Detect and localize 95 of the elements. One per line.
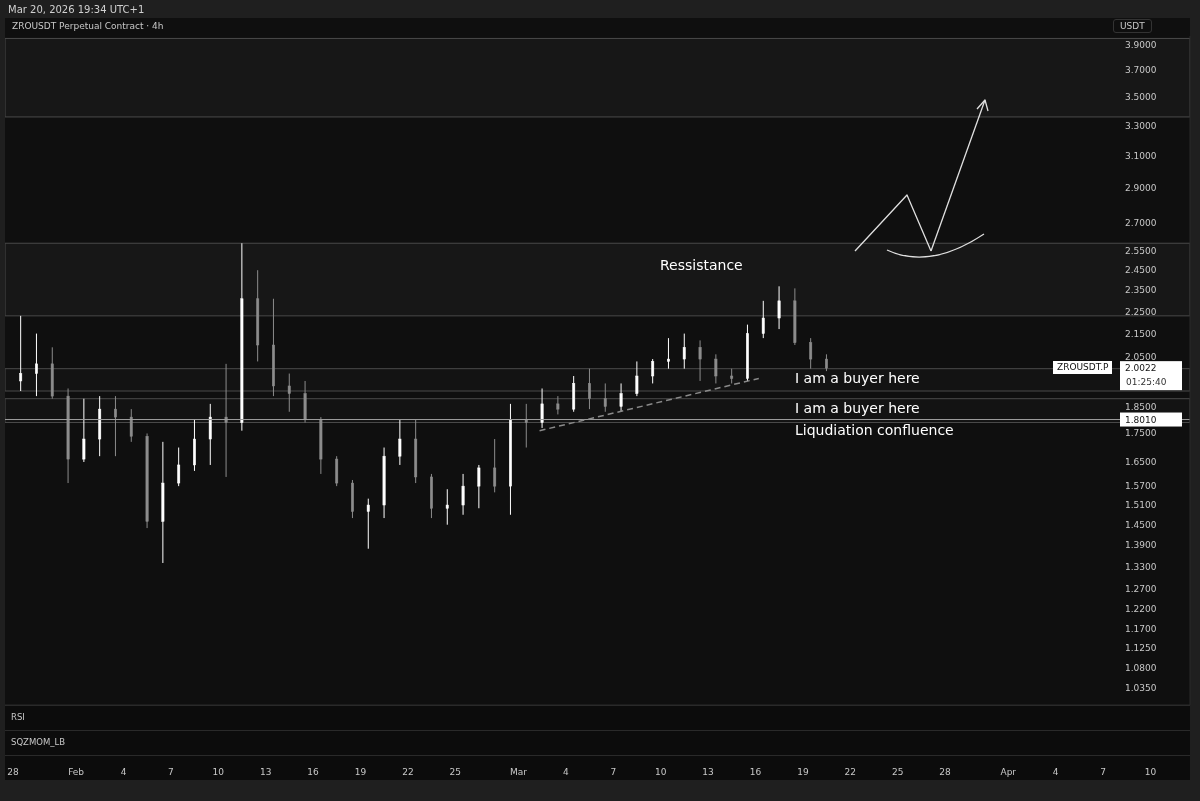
candlestick [461,473,465,516]
y-tick-label: 1.8010 [1125,414,1157,425]
annotation: ZROUSDT.P [1053,361,1113,374]
candlestick [177,447,181,487]
y-tick-label: 2.4500 [1125,265,1157,276]
candlestick [619,382,623,413]
y-tick-label: 2.3500 [1125,285,1157,296]
annotation: Ressistance [660,257,743,274]
candlestick [714,353,718,384]
y-tick-label: 1.3300 [1125,561,1157,572]
x-tick-label: 28 [939,767,952,777]
y-tick-label: 2.0022 [1125,363,1157,374]
x-tick-label: 7 [168,767,174,777]
y-tick-label: 2.9000 [1125,183,1157,194]
x-tick-label: 19 [354,767,367,777]
candlestick [35,333,38,397]
y-tick-label: 1.3900 [1125,540,1157,551]
band-label: I am a buyer here [795,369,920,386]
candlestick [287,373,291,413]
y-tick-label: 1.8500 [1125,401,1157,412]
candlestick [493,438,497,493]
x-tick-label: 10 [1144,767,1157,777]
y-tick-label: 1.5700 [1125,481,1157,492]
annotation: 01:25:40 [1126,377,1167,388]
y-tick-label: 3.5000 [1125,92,1157,103]
text: RSI [11,712,25,722]
candlestick [445,488,449,526]
candlestick [556,395,560,415]
y-tick-label: 2.7000 [1125,218,1157,229]
chart-subtitle: Mar 20, 2026 19:34 UTC+1 [8,4,145,15]
y-tick-label: 1.4500 [1125,519,1157,530]
candlestick [19,315,23,392]
y-tick-label: 1.6500 [1125,457,1157,468]
x-tick-label: 28 [7,767,19,777]
y-tick-label: 2.0500 [1125,351,1157,362]
candlestick [698,339,702,382]
x-tick-label: 7 [610,767,617,777]
candlestick [224,363,228,478]
candlestick [477,464,481,509]
x-tick-label: 10 [212,767,225,777]
candlestick [114,395,117,457]
candlestick [635,360,639,397]
x-tick-label: Mar [510,767,528,777]
candlestick [651,358,655,384]
candlestick [398,419,402,466]
x-tick-label: 25 [449,767,462,777]
chart-title: ZROUSDT Perpetual Contract · 4h [12,21,164,31]
x-tick-label: Apr [1000,767,1017,777]
x-tick-label: Feb [68,767,85,777]
x-tick-label: 4 [563,767,570,777]
x-tick-label: 10 [654,767,667,777]
y-tick-label: 1.1700 [1125,623,1157,634]
x-tick-label: 13 [259,767,272,777]
y-tick-label: 1.2700 [1125,584,1157,595]
x-tick-label: 16 [307,767,320,777]
x-tick-label: 13 [702,767,714,777]
candlestick [777,285,781,330]
y-tick-label: 2.2500 [1125,306,1157,317]
y-tick-label: 1.1250 [1125,642,1157,653]
candlestick [335,455,339,487]
candlestick [667,337,670,370]
y-tick-label: 2.1500 [1125,328,1157,339]
candlestick [208,403,212,466]
text: SQZMOM_LB [11,737,66,747]
candlestick [540,387,544,429]
candlestick [809,337,813,370]
x-tick-label: 25 [891,767,904,777]
y-axis-title: USDT [1113,19,1152,33]
x-tick-label: 16 [749,767,762,777]
candlestick [82,398,86,463]
y-tick-label: 1.0800 [1125,662,1157,673]
y-tick-label: 3.1000 [1125,151,1157,162]
y-tick-label: 3.7000 [1125,65,1157,76]
band-label: I am a buyer here [795,399,920,416]
candlestick [524,403,528,449]
x-tick-label: 22 [844,767,857,777]
y-tick-label: 1.2200 [1125,603,1157,614]
x-tick-label: 4 [120,767,127,777]
x-tick-label: 19 [797,767,809,777]
candlestick [761,300,765,339]
y-tick-label: 3.9000 [1125,39,1157,50]
candlestick [682,333,686,370]
y-tick-label: 1.0350 [1125,683,1157,694]
y-tick-label: 3.3000 [1125,120,1157,131]
candlestick [129,408,133,443]
y-tick-label: 1.7500 [1125,428,1157,439]
x-tick-label: 22 [402,767,414,777]
x-tick-label: 7 [1100,767,1106,777]
y-tick-label: 2.5500 [1125,245,1157,256]
x-tick-label: 4 [1052,767,1059,777]
y-tick-label: 1.5100 [1125,500,1157,511]
ref-line-label: Liqudiation confluence [795,421,954,438]
candlestick [588,368,591,410]
candlestick [603,382,607,413]
candlestick [366,498,370,550]
